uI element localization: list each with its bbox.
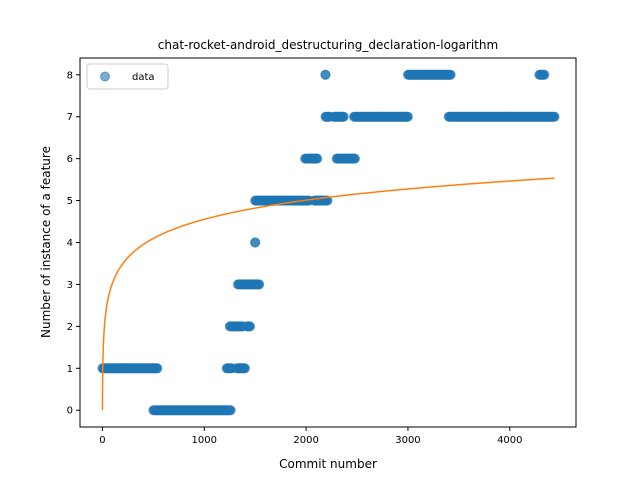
data-point xyxy=(225,405,236,416)
data-point xyxy=(152,363,163,374)
scatter-points xyxy=(97,69,560,416)
data-point xyxy=(549,111,560,122)
legend: data xyxy=(86,63,169,90)
data-point xyxy=(250,237,261,248)
data-point xyxy=(402,111,413,122)
x-tick-label: 4000 xyxy=(497,435,522,446)
y-tick-label: 5 xyxy=(67,196,73,207)
data-point xyxy=(239,363,250,374)
data-point xyxy=(254,279,265,290)
y-tick-label: 2 xyxy=(67,322,73,333)
plot-frame xyxy=(79,57,577,428)
fit-curve xyxy=(101,177,555,411)
y-tick-label: 0 xyxy=(67,406,73,417)
y-tick-label: 8 xyxy=(67,70,73,81)
chart-title: chat-rocket-android_destructuring_declar… xyxy=(158,38,498,52)
legend-label-data: data xyxy=(132,72,155,83)
x-tick-label: 3000 xyxy=(395,435,420,446)
x-axis-ticks: 0 1000 2000 3000 4000 xyxy=(99,427,523,446)
fit-line xyxy=(101,177,555,411)
data-point xyxy=(245,321,256,332)
data-point xyxy=(349,153,360,164)
y-tick-label: 6 xyxy=(67,154,73,165)
legend-marker-data xyxy=(100,71,110,82)
y-tick-label: 3 xyxy=(67,280,73,291)
data-point xyxy=(539,69,550,80)
y-axis-ticks: 0 1 2 3 4 5 6 7 8 xyxy=(67,70,80,417)
x-axis-label: Commit number xyxy=(279,457,377,471)
data-point xyxy=(312,153,323,164)
x-tick-label: 2000 xyxy=(293,435,318,446)
y-tick-label: 1 xyxy=(67,364,73,375)
data-point xyxy=(338,111,349,122)
data-point xyxy=(445,69,456,80)
x-tick-label: 1000 xyxy=(192,435,217,446)
x-tick-label: 0 xyxy=(99,435,105,446)
y-tick-label: 4 xyxy=(67,238,73,249)
legend-box xyxy=(86,63,169,90)
y-axis-label: Number of instance of a feature xyxy=(39,146,53,338)
data-point xyxy=(320,69,331,80)
y-tick-label: 7 xyxy=(67,112,73,123)
